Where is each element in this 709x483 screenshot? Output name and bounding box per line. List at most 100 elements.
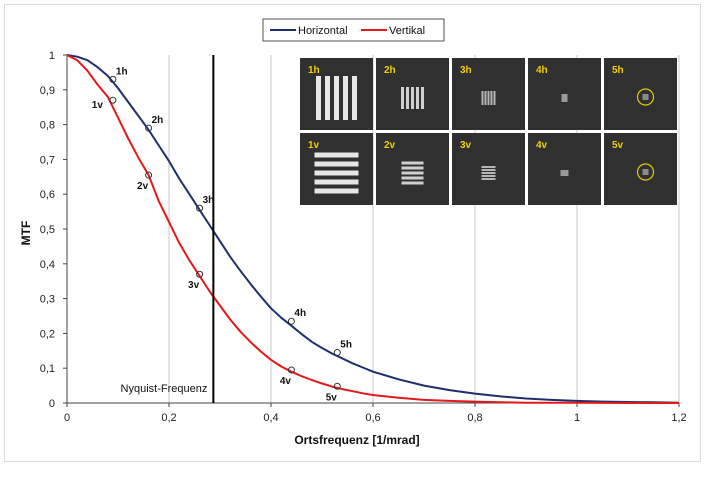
thumbnail-bar (416, 87, 419, 109)
x-tick-label: 0,8 (467, 412, 482, 424)
thumbnail-bar (411, 87, 414, 109)
thumbnail-bar (401, 181, 424, 185)
thumbnail-2v: 2v (376, 133, 449, 205)
thumbnail-bar (314, 170, 359, 176)
y-tick-label: 0,5 (40, 224, 55, 236)
thumbnail-bar (401, 87, 404, 109)
y-tick-label: 0,1 (40, 363, 55, 375)
marker-3v (196, 270, 204, 278)
thumbnail-bar (401, 166, 424, 170)
marker-4v (287, 366, 295, 374)
thumbnail-bar (481, 178, 496, 180)
legend-label-vertikal: Vertikal (389, 25, 425, 37)
marker-layer: 1h 2h 3h 4h 5h 1v 2v 3v 4v 5v (92, 66, 352, 403)
marker-label-3h: 3h (203, 195, 215, 206)
x-tick-label: 1 (574, 412, 580, 424)
marker-label-5v: 5v (326, 392, 338, 403)
x-tick-label: 1,2 (671, 412, 686, 424)
thumbnail-label: 1h (308, 65, 320, 76)
legend-box (262, 18, 445, 42)
legend-label-horizontal: Horizontal (298, 25, 348, 37)
marker-2h (145, 124, 153, 132)
marker-2v (145, 171, 153, 179)
thumbnail-target (642, 94, 649, 100)
thumbnail-target (642, 169, 649, 175)
y-tick-label: 1 (49, 50, 55, 62)
thumbnail-bar (401, 176, 424, 180)
series-line-vertikal (66, 54, 679, 404)
y-tick-label: 0,6 (40, 189, 55, 201)
x-tick-label: 0,6 (365, 412, 380, 424)
thumbnail-bar (560, 172, 569, 174)
y-tick-label: 0 (49, 398, 55, 410)
thumbnail-bar (565, 94, 568, 102)
x-tick-label: 0,2 (161, 412, 176, 424)
thumbnail-highlight-circle (636, 163, 655, 181)
thumbnail-bar (560, 170, 569, 172)
thumbnail-bar (421, 87, 424, 109)
marker-1v (109, 96, 117, 104)
marker-label-4v: 4v (280, 376, 292, 387)
marker-label-2h: 2h (152, 115, 164, 126)
y-axis-title: MTF (19, 221, 33, 246)
thumbnail-5v: 5v (604, 133, 677, 205)
y-tick-label: 0,3 (40, 294, 55, 306)
thumbnail-bar (490, 91, 493, 105)
series-line-horizontal (66, 54, 680, 404)
thumbnail-label: 2v (384, 140, 396, 151)
thumbnail-label: 1v (308, 140, 320, 151)
thumbnail-label: 3v (460, 140, 472, 151)
thumbnail-bar (352, 76, 357, 120)
thumbnail-label: 3h (460, 65, 472, 76)
thumbnail-bar (401, 161, 424, 165)
thumbnail-bar (401, 171, 424, 175)
x-tick-labels: 0 0,2 0,4 0,6 0,8 1 1,2 (64, 412, 687, 424)
thumbnail-bar (481, 172, 496, 174)
marker-label-1h: 1h (116, 66, 128, 77)
thumbnail-bar (314, 188, 359, 194)
thumbnail-bar (481, 175, 496, 177)
thumbnail-label: 5v (612, 140, 624, 151)
thumbnail-grid: 1h 2h 3h 4h 5h 1v 2v 3v 4v 5v (300, 58, 677, 205)
thumbnail-bar (493, 91, 496, 105)
thumbnail-1v: 1v (300, 133, 373, 205)
thumbnail-3v: 3v (452, 133, 525, 205)
thumbnail-label: 5h (612, 65, 624, 76)
marker-3h (196, 204, 204, 212)
thumbnail-bg (528, 133, 601, 205)
thumbnail-label: 4h (536, 65, 548, 76)
thumbnail-bar (343, 76, 348, 120)
marker-label-5h: 5h (340, 340, 352, 351)
thumbnail-label: 2h (384, 65, 396, 76)
thumbnail-4v: 4v (528, 133, 601, 205)
thumbnail-bar (406, 87, 409, 109)
y-tick-labels: 0 0,1 0,2 0,3 0,4 0,5 0,6 0,7 0,8 0,9 1 (40, 50, 55, 410)
thumbnail-bar (481, 91, 484, 105)
x-axis-title: Ortsfrequenz [1/mrad] (294, 433, 419, 447)
thumbnail-1h: 1h (300, 58, 373, 130)
x-tick-label: 0 (64, 412, 70, 424)
thumbnail-3h: 3h (452, 58, 525, 130)
thumbnail-bar (316, 76, 321, 120)
thumbnail-bg (604, 133, 677, 205)
thumbnail-bar (487, 91, 490, 105)
marker-5h (333, 349, 341, 357)
series-layer (66, 54, 680, 404)
thumbnail-bar (314, 152, 359, 158)
y-tick-label: 0,4 (40, 259, 55, 271)
thumbnail-bar (325, 76, 330, 120)
thumbnail-bg (604, 58, 677, 130)
thumbnail-bar (563, 94, 566, 102)
nyquist-layer: Nyquist-Frequenz (121, 55, 215, 403)
legend: Horizontal Vertikal (262, 18, 445, 42)
thumbnail-5h: 5h (604, 58, 677, 130)
thumbnail-bar (314, 161, 359, 167)
thumbnail-bar (561, 94, 564, 102)
nyquist-label: Nyquist-Frequenz (121, 383, 208, 395)
marker-label-1v: 1v (92, 100, 104, 111)
thumbnail-4h: 4h (528, 58, 601, 130)
thumbnail-label: 4v (536, 140, 548, 151)
y-tick-label: 0,9 (40, 85, 55, 97)
thumbnail-2h: 2h (376, 58, 449, 130)
